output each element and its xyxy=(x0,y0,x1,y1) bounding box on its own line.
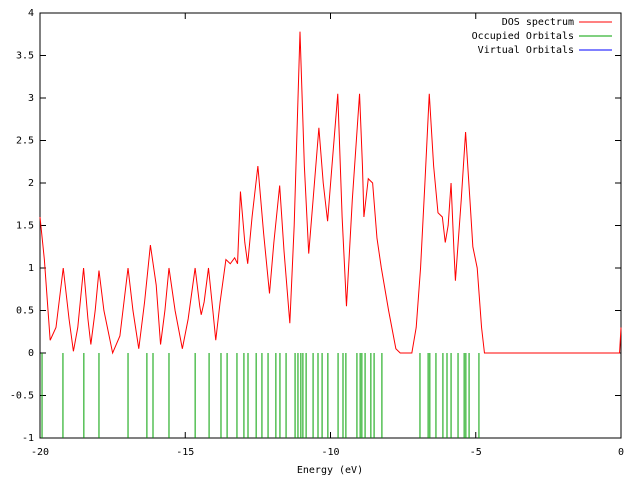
legend-label: Virtual Orbitals xyxy=(478,45,574,56)
x-axis-label: Energy (eV) xyxy=(297,465,363,476)
y-tick-label: 2 xyxy=(28,178,34,189)
y-tick-label: 0.5 xyxy=(16,306,34,317)
plot-border xyxy=(39,12,622,439)
legend-label: DOS spectrum xyxy=(502,17,574,28)
y-tick-label: 3.5 xyxy=(16,51,34,62)
x-tick-label: -20 xyxy=(31,447,49,458)
y-tick-label: 0 xyxy=(28,348,34,359)
y-tick-label: -1 xyxy=(22,433,34,444)
y-tick-label: 2.5 xyxy=(16,136,34,147)
x-tick-label: -15 xyxy=(176,447,194,458)
dos-line xyxy=(39,31,622,355)
y-tick-label: 4 xyxy=(28,8,34,19)
x-tick-label: -10 xyxy=(321,447,339,458)
x-tick-label: 0 xyxy=(618,447,624,458)
y-tick-label: 3 xyxy=(28,93,34,104)
x-tick-label: -5 xyxy=(470,447,482,458)
y-tick-label: 1.5 xyxy=(16,221,34,232)
legend-label: Occupied Orbitals xyxy=(472,31,574,42)
y-tick-label: 1 xyxy=(28,263,34,274)
y-tick-label: -0.5 xyxy=(10,391,34,402)
